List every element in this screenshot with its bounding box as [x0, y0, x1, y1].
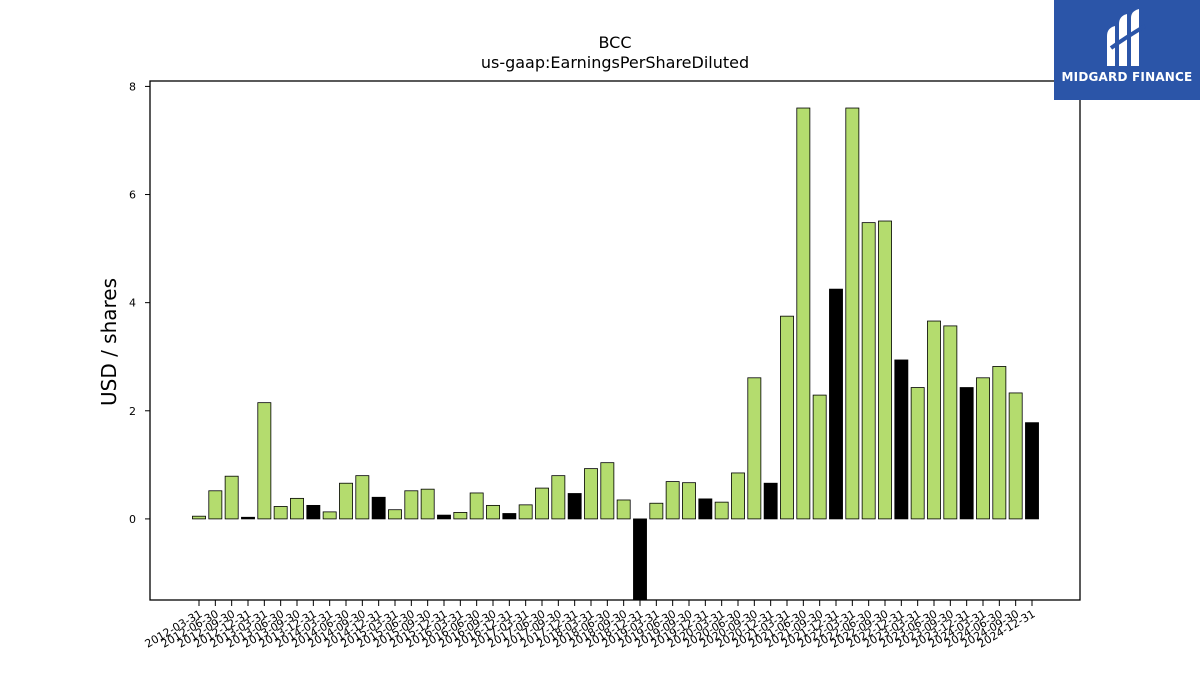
- bar-2016-09-30: [486, 504, 500, 520]
- bar-2022-03-31: [845, 107, 860, 520]
- bar-2014-03-31: [322, 511, 337, 520]
- bar-2023-09-30: [943, 325, 958, 520]
- y-tick-label: 4: [129, 297, 136, 310]
- bar-2013-09-30: [290, 497, 304, 520]
- bar-2019-12-31: [698, 498, 713, 520]
- bar-2015-03-31: [388, 509, 402, 520]
- plot-frame: [149, 80, 1081, 601]
- bar-2017-03-31: [518, 504, 533, 520]
- chart-subtitle: us-gaap:EarningsPerShareDiluted: [481, 53, 749, 72]
- bar-2023-03-31: [910, 387, 925, 520]
- y-tick-label: 8: [129, 80, 136, 93]
- bar-2020-12-31: [763, 482, 778, 520]
- bar-2012-03-31: [192, 515, 206, 520]
- y-axis-label: USD / shares: [97, 278, 121, 406]
- bar-2014-12-31: [371, 496, 386, 520]
- bar-2019-06-30: [665, 481, 680, 520]
- midgard-finance-logo: MIDGARD FINANCE: [1054, 0, 1200, 100]
- bar-2021-03-31: [780, 315, 794, 520]
- bar-2016-12-31: [502, 513, 517, 520]
- bar-2024-12-31: [1025, 422, 1039, 520]
- bar-2012-09-30: [224, 475, 239, 520]
- bar-2017-06-30: [535, 487, 549, 520]
- bar-2024-06-30: [992, 366, 1007, 520]
- bar-2023-06-30: [927, 320, 941, 520]
- bar-2013-12-31: [306, 504, 321, 520]
- bar-2012-12-31: [241, 516, 255, 520]
- bar-2018-09-30: [616, 499, 631, 520]
- bar-2014-09-30: [355, 475, 370, 520]
- chart-title: BCC: [598, 33, 631, 52]
- bar-2021-06-30: [796, 107, 811, 520]
- y-tick-label: 0: [129, 513, 136, 526]
- bar-2024-09-30: [1008, 392, 1023, 520]
- bar-2019-09-30: [682, 482, 696, 520]
- x-axis-ticks: 2012-03-312012-06-302012-09-302012-12-31…: [143, 600, 1038, 651]
- logo-text: MIDGARD FINANCE: [1061, 70, 1193, 84]
- bars-group: [192, 107, 1039, 601]
- bar-2017-12-31: [567, 493, 582, 520]
- bar-2015-12-31: [437, 514, 451, 520]
- bar-2022-06-30: [861, 222, 876, 520]
- bar-2013-06-30: [273, 506, 288, 520]
- bar-2020-09-30: [747, 377, 762, 520]
- bar-2012-06-30: [208, 490, 223, 520]
- bar-2018-06-30: [600, 462, 615, 520]
- y-tick-label: 2: [129, 405, 136, 418]
- y-axis-ticks: 0 2 4 6 8: [129, 80, 150, 526]
- bar-2021-09-30: [812, 394, 827, 520]
- bar-2019-03-31: [649, 502, 664, 520]
- bar-2014-06-30: [339, 482, 353, 520]
- bar-2020-06-30: [731, 472, 745, 520]
- bar-2018-12-31: [633, 518, 647, 601]
- bar-2016-03-31: [453, 512, 468, 520]
- bar-2020-03-31: [714, 501, 729, 520]
- bar-2022-09-30: [878, 220, 892, 520]
- bar-2022-12-31: [894, 359, 909, 520]
- midgard-logo-icon: [1107, 9, 1147, 66]
- bar-2013-03-31: [257, 402, 272, 520]
- bar-2015-09-30: [420, 488, 435, 520]
- bar-2017-09-30: [551, 475, 566, 520]
- bar-2015-06-30: [404, 490, 419, 520]
- bar-2024-03-31: [976, 377, 990, 520]
- bar-2021-12-31: [829, 288, 843, 520]
- bar-2023-12-31: [959, 387, 974, 520]
- bar-2016-06-30: [469, 492, 484, 520]
- y-tick-label: 6: [129, 189, 136, 202]
- bar-2018-03-31: [584, 468, 598, 520]
